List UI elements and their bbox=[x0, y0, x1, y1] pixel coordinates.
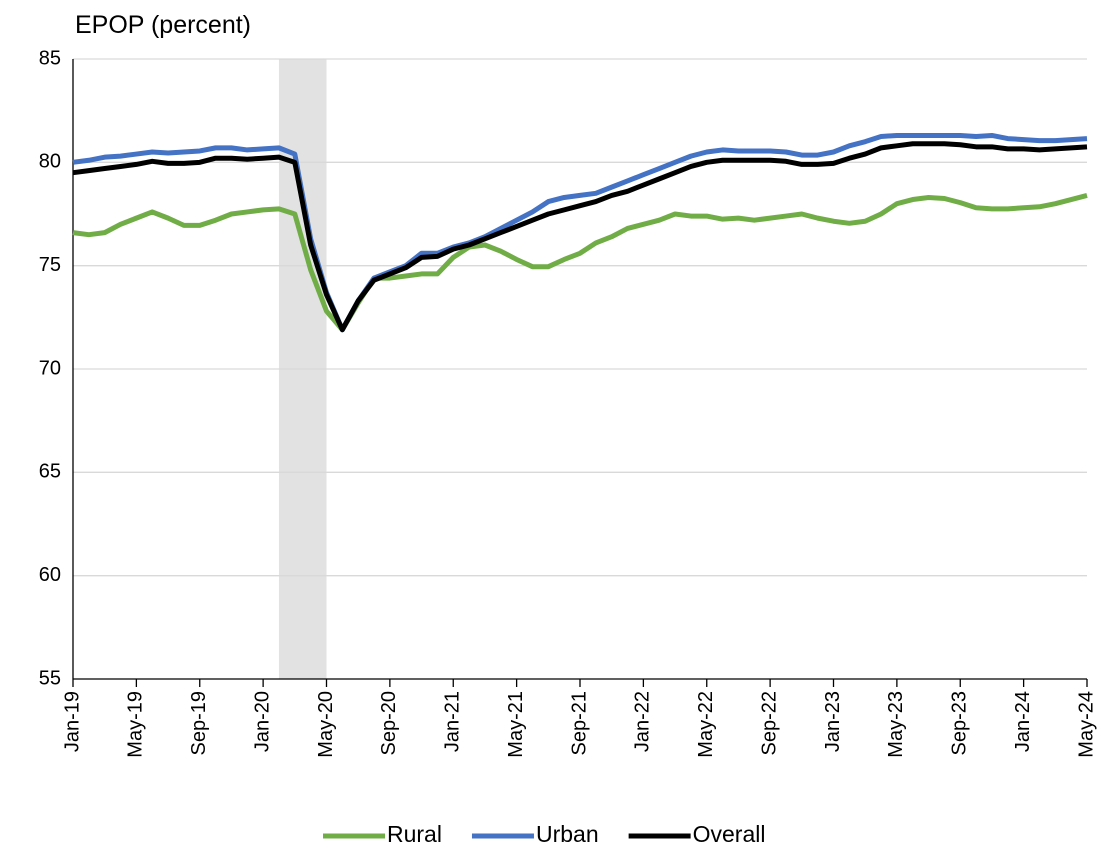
y-tick-label: 70 bbox=[39, 357, 61, 379]
y-tick-label: 55 bbox=[39, 667, 61, 689]
chart-title: EPOP (percent) bbox=[75, 11, 251, 39]
x-tick-label: May-20 bbox=[315, 691, 337, 758]
x-tick-label: Jan-19 bbox=[61, 691, 83, 752]
series-line bbox=[72, 192, 1088, 333]
x-tick-label: Sep-22 bbox=[758, 691, 780, 756]
legend-label: Overall bbox=[693, 821, 766, 847]
x-tick-label: Jan-23 bbox=[822, 691, 844, 752]
legend: Rural Urban Overall bbox=[323, 821, 765, 847]
x-tick-label: May-21 bbox=[505, 691, 527, 758]
x-tick-label: Jan-22 bbox=[632, 691, 654, 752]
x-tick-label: May-23 bbox=[885, 691, 907, 758]
y-tick-label: 80 bbox=[39, 151, 61, 173]
x-tick-label: May-19 bbox=[125, 691, 147, 758]
x-tick-label: Sep-20 bbox=[378, 691, 400, 756]
x-tick-label: Sep-21 bbox=[568, 691, 590, 756]
y-tick-label: 60 bbox=[39, 564, 61, 586]
x-tick-label: May-24 bbox=[1075, 691, 1097, 758]
x-tick-label: Jan-20 bbox=[251, 691, 273, 752]
series-line bbox=[72, 132, 1088, 333]
y-tick-label: 65 bbox=[39, 461, 61, 483]
x-tick-label: May-22 bbox=[695, 691, 717, 758]
x-tick-label: Jan-21 bbox=[442, 691, 464, 752]
series-line bbox=[72, 141, 1088, 333]
x-tick-label: Sep-19 bbox=[188, 691, 210, 756]
x-tick-label: Sep-23 bbox=[949, 691, 971, 756]
legend-label: Rural bbox=[387, 821, 442, 847]
y-tick-label: 75 bbox=[39, 254, 61, 276]
y-tick-label: 85 bbox=[39, 47, 61, 69]
legend-label: Urban bbox=[536, 821, 599, 847]
x-tick-label: Jan-24 bbox=[1012, 691, 1034, 752]
